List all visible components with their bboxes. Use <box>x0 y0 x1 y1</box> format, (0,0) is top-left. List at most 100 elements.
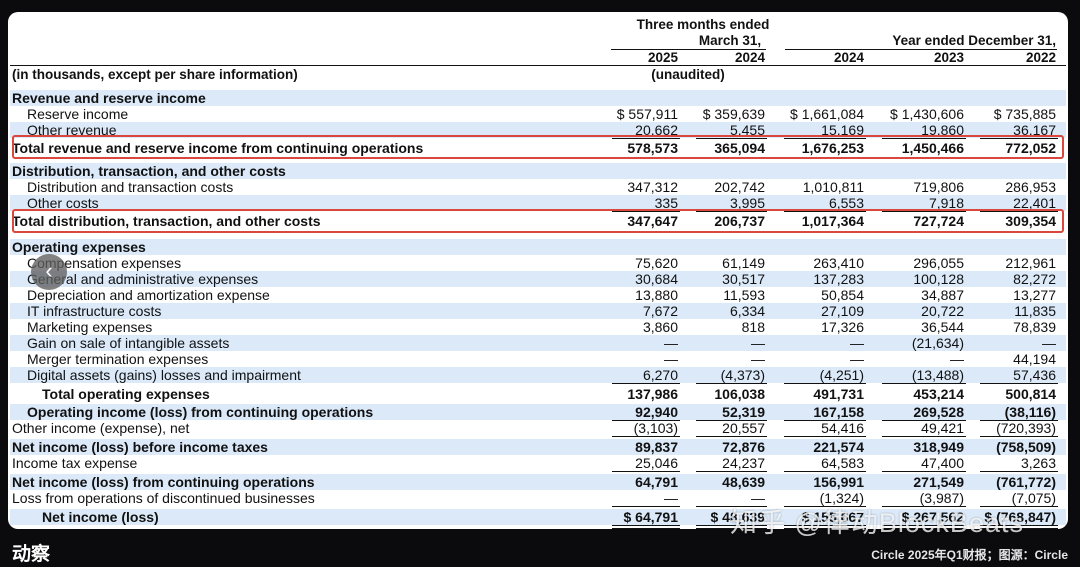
row-label: Operating expenses <box>12 239 146 255</box>
table-row: Marketing expenses 3,860 818 17,326 36,544 78… <box>8 319 1068 335</box>
total-underline <box>784 471 866 472</box>
table-row: Income tax expense 25,046 24,237 64,583 47,4… <box>8 455 1068 471</box>
table-row: Net income (loss) before income taxes 89,… <box>8 439 1068 455</box>
total-underline <box>612 138 680 139</box>
table-row: Digital assets (gains) losses and impair… <box>8 367 1068 383</box>
cell-value: $ 1,661,084 <box>790 106 864 122</box>
cell-value: 100,128 <box>913 271 964 287</box>
row-band <box>10 439 1066 455</box>
total-underline <box>882 420 966 421</box>
table-row: Distribution, transaction, and other cos… <box>8 163 1068 179</box>
cell-value: 167,158 <box>813 404 864 420</box>
cell-value: 64,791 <box>635 474 678 490</box>
cell-value: 44,194 <box>1013 351 1056 367</box>
cell-value: — <box>751 351 765 367</box>
table-row: Compensation expenses 75,620 61,149 263,410… <box>8 255 1068 271</box>
cell-value: 20,722 <box>921 303 964 319</box>
cell-value: — <box>751 335 765 351</box>
table-row: IT infrastructure costs 7,672 6,334 27,109 2… <box>8 303 1068 319</box>
table-row: Other income (expense), net (3,103) 20,557… <box>8 420 1068 436</box>
total-underline <box>612 471 680 472</box>
cell-value: 719,806 <box>913 179 964 195</box>
financial-statement-sheet: Three months ended March 31, Year ended … <box>8 12 1068 529</box>
cell-value: 13,880 <box>635 287 678 303</box>
total-underline <box>784 525 866 526</box>
cell-value: 818 <box>741 319 765 335</box>
total-underline <box>980 211 1058 212</box>
cell-value: (13,488) <box>911 367 964 383</box>
publisher-logo: 动察 <box>12 544 51 565</box>
total-underline <box>784 138 866 139</box>
total-underline <box>980 420 1058 421</box>
header-year-2023: 2023 <box>933 50 964 65</box>
total-underline <box>882 211 966 212</box>
cell-value: (38,116) <box>1004 404 1056 420</box>
cell-value: (720,393) <box>996 420 1056 436</box>
cell-value: 1,676,253 <box>801 140 864 156</box>
cell-value: 156,991 <box>813 474 864 490</box>
cell-value: 727,724 <box>913 213 964 229</box>
cell-value: (3,103) <box>633 420 678 436</box>
cell-value: $ 557,911 <box>616 106 678 122</box>
header-unaudited: (unaudited) <box>651 67 725 82</box>
cell-value: 15,169 <box>821 122 864 138</box>
cell-value: 27,109 <box>821 303 864 319</box>
row-label: General and administrative expenses <box>27 271 259 287</box>
total-underline <box>980 528 1058 529</box>
table-row: Net income (loss) from continuing operat… <box>8 474 1068 490</box>
cell-value: — <box>1042 335 1056 351</box>
total-underline <box>784 420 866 421</box>
cell-value: 106,038 <box>714 386 765 402</box>
cell-value: (761,772) <box>996 474 1056 490</box>
cell-value: (3,987) <box>919 490 964 506</box>
cell-value: 5,455 <box>729 122 765 138</box>
row-band <box>10 163 1066 179</box>
cell-value: 296,055 <box>913 255 964 271</box>
table-row: Revenue and reserve income <box>8 90 1068 106</box>
cell-value: 82,272 <box>1013 271 1056 287</box>
cell-value: 7,672 <box>642 303 678 319</box>
cell-value: 212,961 <box>1005 255 1056 271</box>
row-band <box>10 90 1066 106</box>
cell-value: 22,401 <box>1013 195 1056 211</box>
header-year-2024-q: 2024 <box>734 50 765 65</box>
header-year-2022: 2022 <box>1025 50 1056 65</box>
cell-value: 453,214 <box>913 386 964 402</box>
header-year-ended: Year ended December 31, <box>892 33 1056 48</box>
total-underline <box>612 528 680 529</box>
total-underline <box>696 138 767 139</box>
cell-value: — <box>751 490 765 506</box>
total-underline <box>980 383 1058 384</box>
row-label: Merger termination expenses <box>27 351 209 367</box>
total-underline <box>612 420 680 421</box>
row-label: Digital assets (gains) losses and impair… <box>27 367 301 383</box>
cell-value: $ 64,791 <box>623 509 679 525</box>
cell-value: 137,283 <box>813 271 864 287</box>
cell-value: 263,410 <box>813 255 864 271</box>
total-underline <box>980 525 1058 526</box>
previous-chevron-icon[interactable]: ‹ <box>31 254 67 290</box>
row-band <box>10 335 1066 351</box>
total-underline <box>696 383 767 384</box>
total-underline <box>784 436 866 437</box>
cell-value: — <box>850 335 864 351</box>
total-underline <box>612 211 680 212</box>
row-label: Revenue and reserve income <box>12 90 206 106</box>
cell-value: 54,416 <box>821 420 864 436</box>
cell-value: 61,149 <box>722 255 765 271</box>
row-band <box>10 195 1066 211</box>
total-underline <box>882 383 966 384</box>
cell-value: 6,553 <box>828 195 864 211</box>
table-row: Merger termination expenses — — — — 44,194 <box>8 351 1068 367</box>
cell-value: $ 267,562 <box>901 509 964 525</box>
total-underline <box>612 525 680 526</box>
total-underline <box>696 528 767 529</box>
row-band <box>10 509 1066 525</box>
cell-value: 64,583 <box>821 455 864 471</box>
cell-value: — <box>850 351 864 367</box>
cell-value: 137,986 <box>627 386 678 402</box>
total-underline <box>696 211 767 212</box>
row-label: Marketing expenses <box>27 319 153 335</box>
row-label: Total operating expenses <box>42 386 210 402</box>
cell-value: 34,887 <box>921 287 964 303</box>
